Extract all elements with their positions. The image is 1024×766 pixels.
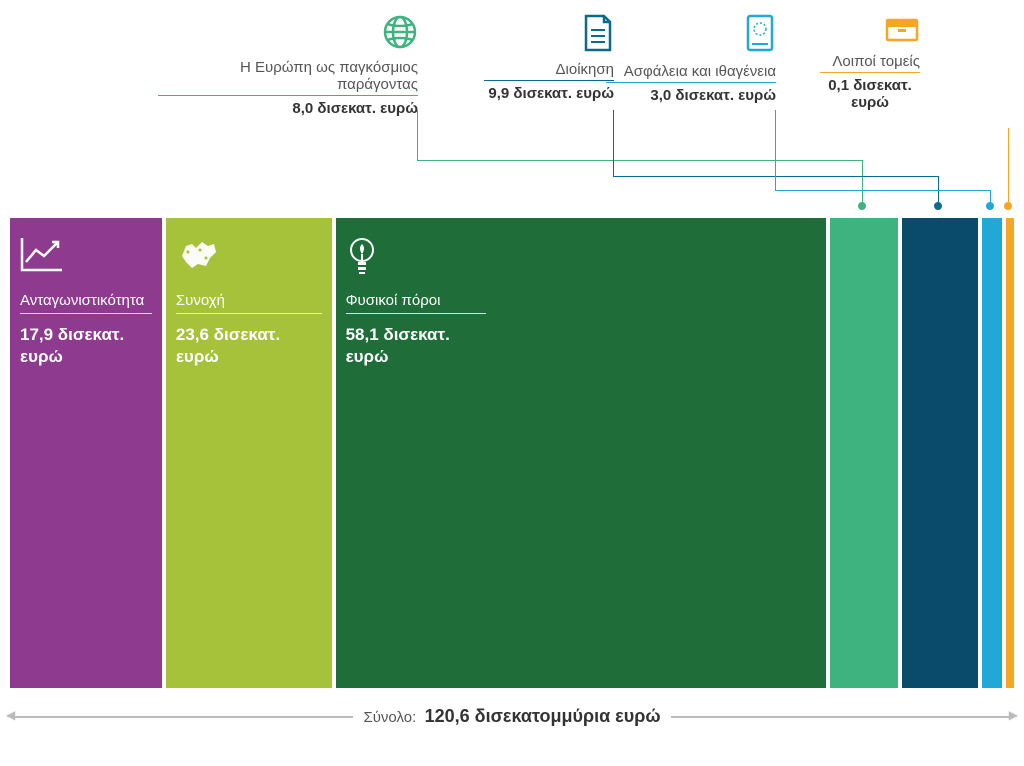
connector-security-v1 bbox=[775, 110, 776, 190]
seg-competitiveness-title: Ανταγωνιστικότητα bbox=[20, 292, 152, 314]
connector-other-dot bbox=[1004, 202, 1012, 210]
callout-global: Η Ευρώπη ως παγκόσμιος παράγοντας 8,0 δι… bbox=[158, 14, 418, 117]
total-value: 120,6 δισεκατομμύρια ευρώ bbox=[425, 706, 661, 726]
bulb-icon bbox=[346, 236, 816, 274]
seg-security bbox=[982, 218, 1002, 688]
seg-competitiveness-value: 17,9 δισεκατ. ευρώ bbox=[20, 324, 152, 368]
seg-other bbox=[1006, 218, 1014, 688]
total-label: Σύνολο: bbox=[363, 709, 416, 726]
seg-admin bbox=[902, 218, 978, 688]
budget-bar: Ανταγωνιστικότητα 17,9 δισεκατ. ευρώ Συν… bbox=[10, 218, 1014, 688]
total-line-left bbox=[10, 716, 353, 718]
callout-admin-title: Διοίκηση bbox=[484, 61, 614, 81]
chart-icon bbox=[20, 236, 152, 274]
callout-admin-value: 9,9 δισεκατ. ευρώ bbox=[484, 85, 614, 102]
callout-global-value: 8,0 δισεκατ. ευρώ bbox=[158, 100, 418, 117]
callout-admin: Διοίκηση 9,9 δισεκατ. ευρώ bbox=[484, 14, 614, 102]
connector-global-h bbox=[417, 160, 862, 161]
passport-icon bbox=[744, 14, 776, 59]
seg-competitiveness: Ανταγωνιστικότητα 17,9 δισεκατ. ευρώ bbox=[10, 218, 162, 688]
box-icon bbox=[884, 14, 920, 49]
connector-other-v bbox=[1008, 128, 1009, 208]
globe-icon bbox=[382, 14, 418, 55]
seg-cohesion: Συνοχή 23,6 δισεκατ. ευρώ bbox=[166, 218, 332, 688]
total-row: Σύνολο: 120,6 δισεκατομμύρια ευρώ bbox=[10, 706, 1014, 727]
connector-admin-v1 bbox=[613, 110, 614, 176]
connector-global-dot bbox=[858, 202, 866, 210]
connector-security-h bbox=[775, 190, 990, 191]
callout-security: Ασφάλεια και ιθαγένεια 3,0 δισεκατ. ευρώ bbox=[606, 14, 776, 104]
callout-other: Λοιποί τομείς 0,1 δισεκατ. ευρώ bbox=[820, 14, 920, 111]
callout-other-value: 0,1 δισεκατ. ευρώ bbox=[820, 77, 920, 111]
connector-global-v2 bbox=[862, 160, 863, 206]
seg-natural-title: Φυσικοί πόροι bbox=[346, 292, 486, 314]
seg-global bbox=[830, 218, 898, 688]
seg-cohesion-value: 23,6 δισεκατ. ευρώ bbox=[176, 324, 322, 368]
connector-global-v1 bbox=[417, 110, 418, 160]
seg-natural-value: 58,1 δισεκατ. ευρώ bbox=[346, 324, 486, 368]
seg-natural: Φυσικοί πόροι 58,1 δισεκατ. ευρώ bbox=[336, 218, 826, 688]
total-line-right bbox=[671, 716, 1014, 718]
budget-infographic: Η Ευρώπη ως παγκόσμιος παράγοντας 8,0 δι… bbox=[10, 0, 1014, 766]
callout-security-value: 3,0 δισεκατ. ευρώ bbox=[606, 87, 776, 104]
europe-icon bbox=[176, 236, 322, 274]
callout-security-title: Ασφάλεια και ιθαγένεια bbox=[606, 63, 776, 83]
seg-cohesion-title: Συνοχή bbox=[176, 292, 322, 314]
connector-security-dot bbox=[986, 202, 994, 210]
total-text: Σύνολο: 120,6 δισεκατομμύρια ευρώ bbox=[353, 706, 670, 727]
callout-global-title: Η Ευρώπη ως παγκόσμιος παράγοντας bbox=[158, 59, 418, 96]
callout-other-title: Λοιποί τομείς bbox=[820, 53, 920, 73]
connector-admin-dot bbox=[934, 202, 942, 210]
